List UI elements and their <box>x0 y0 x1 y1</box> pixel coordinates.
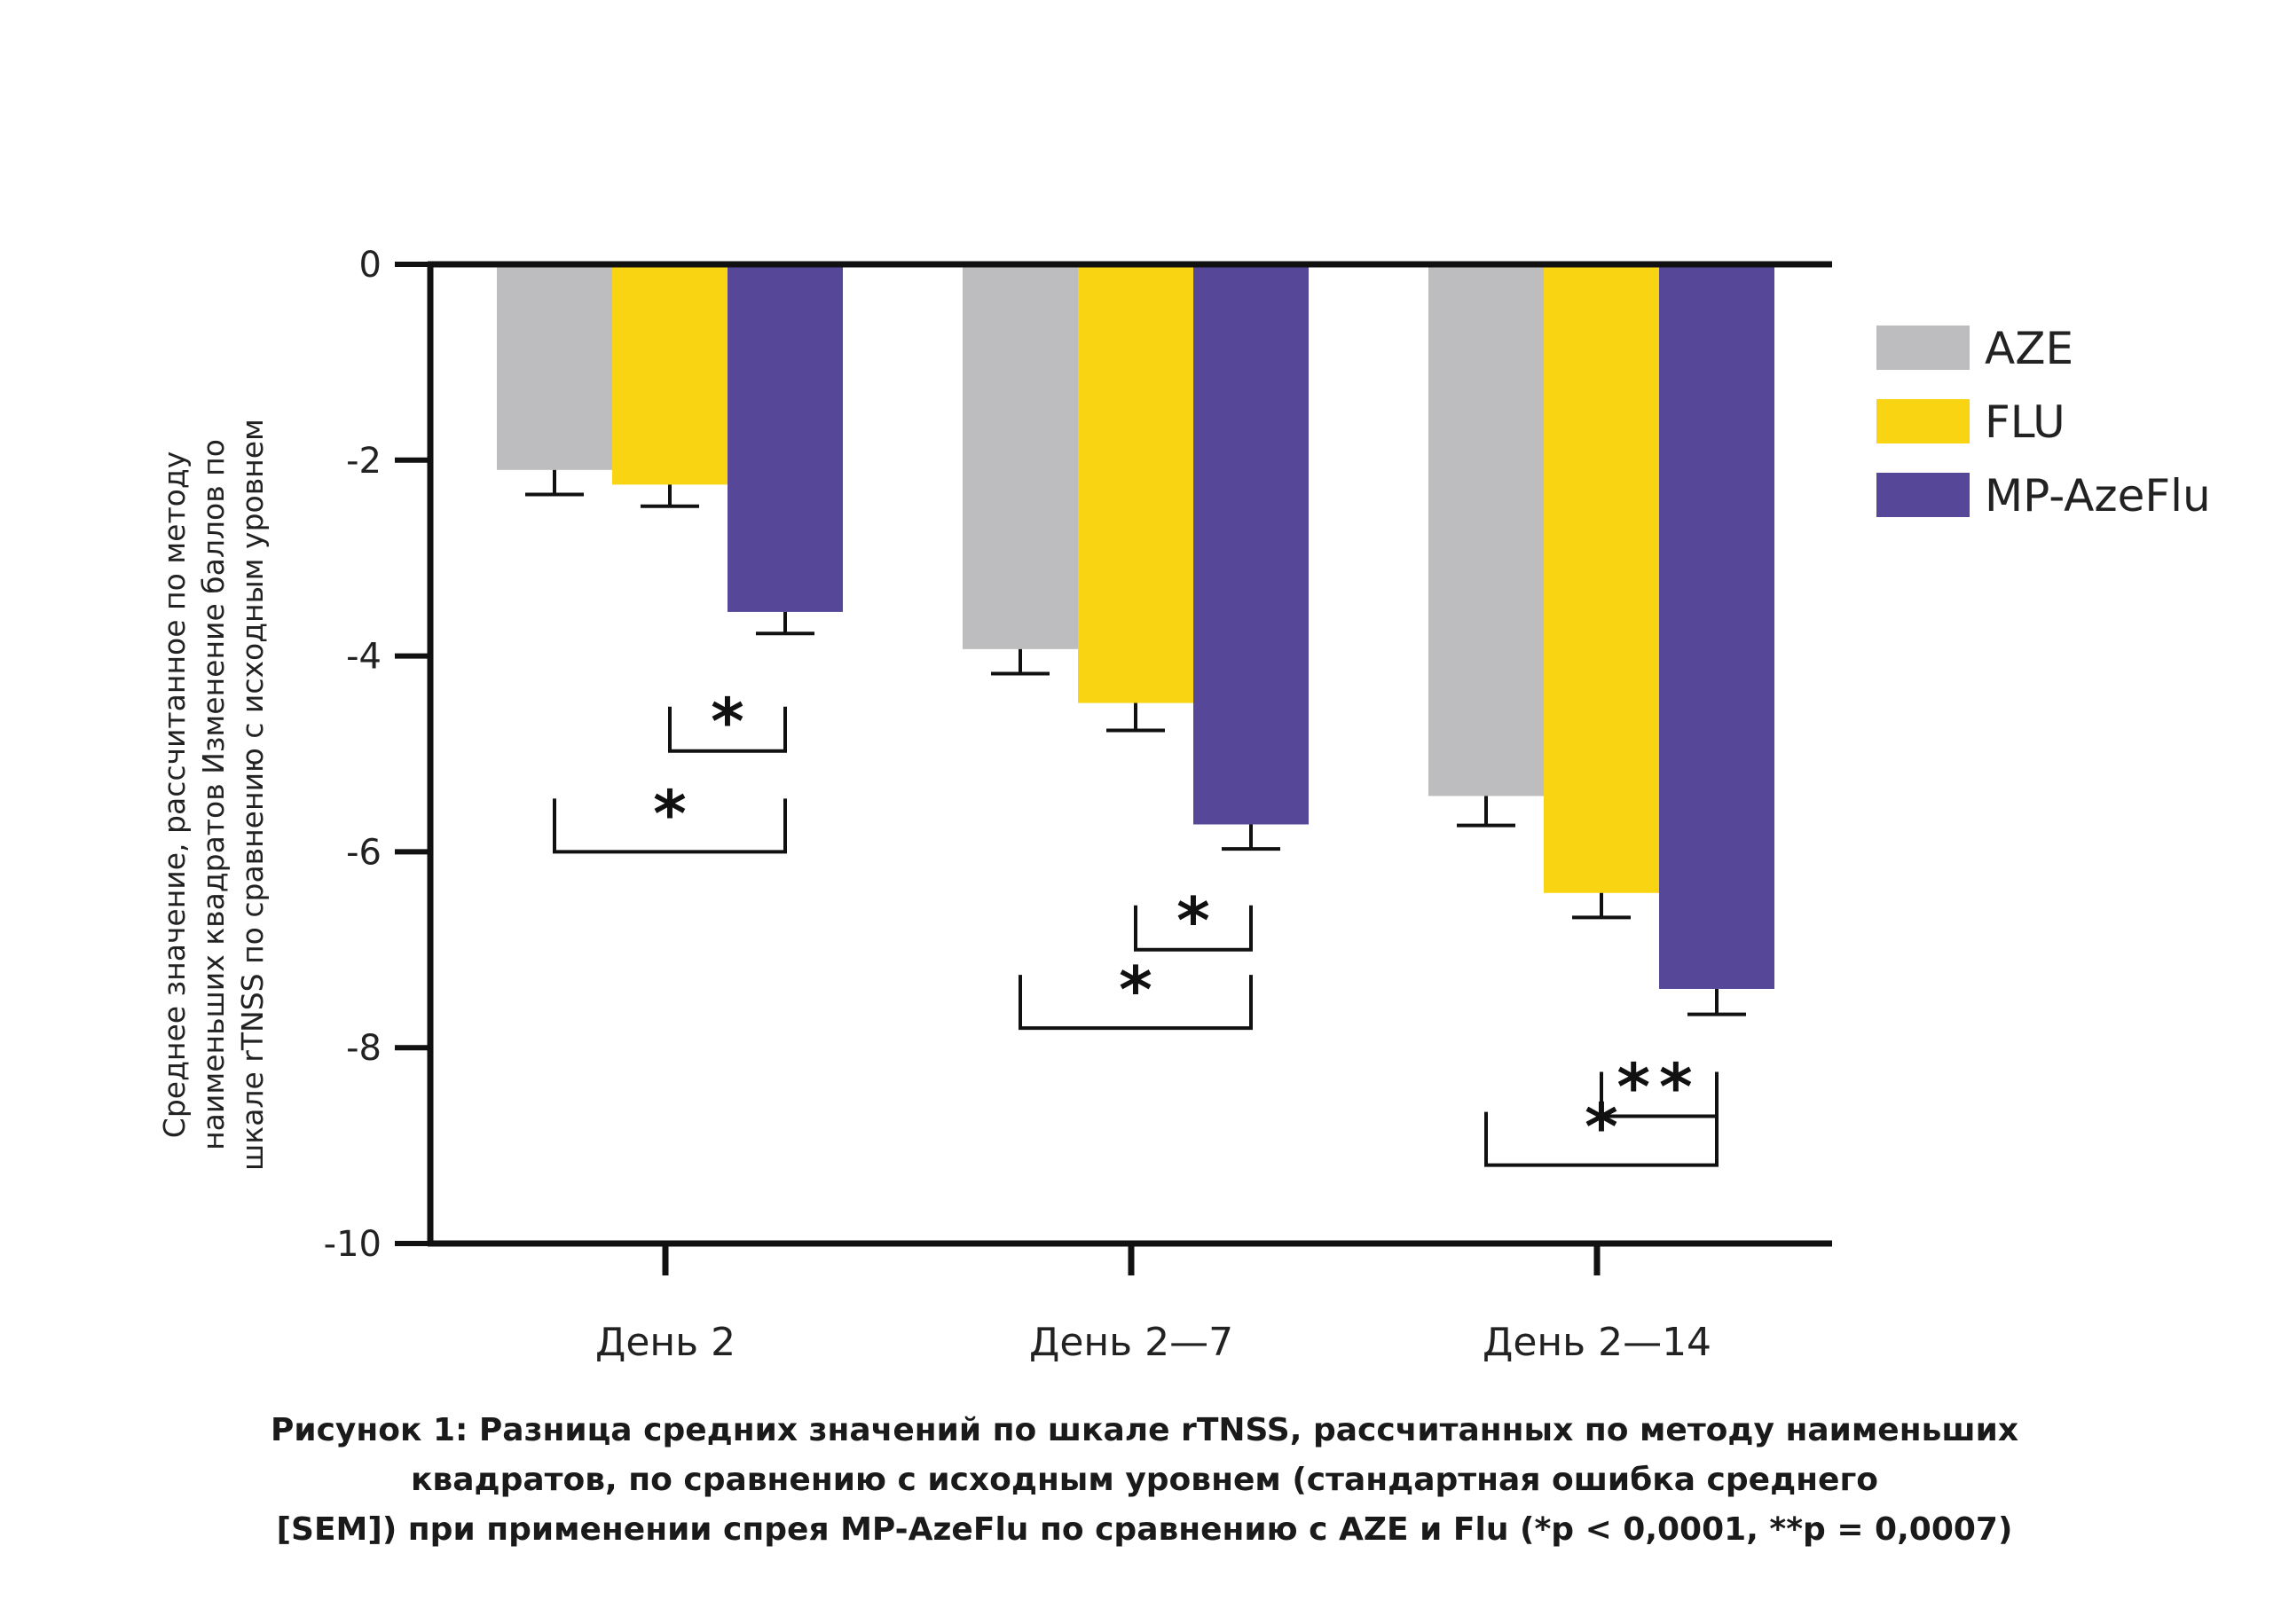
legend-label: AZE <box>1985 323 2073 374</box>
y-tick-label: -4 <box>346 637 382 678</box>
y-tick-label: -2 <box>346 441 382 482</box>
y-axis-label-line: наименьших квадратов Изменение баллов по <box>196 439 231 1150</box>
bar-mp-azeflu-0 <box>728 264 843 612</box>
bar-flu-1 <box>1078 264 1193 703</box>
significance-label: ** <box>1616 1049 1701 1124</box>
y-axis-label-line: Среднее значение, рассчитанное по методу <box>157 451 192 1138</box>
legend: AZE FLU MP-AzeFlu <box>1876 323 2211 522</box>
significance-brackets: ******* <box>553 685 1719 1167</box>
significance-label: * <box>653 776 687 851</box>
bar-flu-2 <box>1544 264 1659 893</box>
x-tick-label: День 2—7 <box>1029 1320 1233 1365</box>
significance-label: * <box>711 685 744 759</box>
legend-swatch-mp-azeflu <box>1876 473 1970 517</box>
caption-line: Рисунок 1: Разница средних значений по ш… <box>270 1412 2019 1448</box>
significance-label: * <box>1585 1090 1618 1165</box>
y-tick-label: 0 <box>359 245 382 286</box>
significance-label: * <box>1176 883 1210 958</box>
significance-label: * <box>1119 953 1152 1027</box>
x-tick-label: День 2 <box>595 1320 735 1365</box>
y-axis-label: Среднее значение, рассчитанное по методу… <box>157 419 270 1171</box>
x-tick-label: День 2—14 <box>1483 1320 1711 1365</box>
legend-swatch-flu <box>1876 399 1970 443</box>
error-bars <box>525 469 1746 1016</box>
significance-bracket <box>553 798 787 854</box>
legend-swatch-aze <box>1876 326 1970 370</box>
bar-aze-2 <box>1428 264 1544 796</box>
bars <box>497 264 1774 989</box>
axes: 0 -2 -4 -6 -8 -10 День 2 День 2—7 День 2—14 <box>324 245 1832 1365</box>
legend-label: FLU <box>1985 396 2065 448</box>
bar-aze-1 <box>963 264 1078 649</box>
significance-bracket <box>1484 1111 1719 1167</box>
bar-mp-azeflu-2 <box>1659 264 1774 989</box>
y-tick-label: -8 <box>346 1028 382 1069</box>
y-axis-label-line: шкале rTNSS по сравнению с исходным уров… <box>235 419 270 1171</box>
y-tick-label: -6 <box>346 832 382 873</box>
bar-mp-azeflu-1 <box>1193 264 1309 825</box>
figure-caption: Рисунок 1: Разница средних значений по ш… <box>177 1406 2112 1555</box>
significance-bracket <box>1134 905 1253 952</box>
y-tick-label: -10 <box>324 1224 382 1265</box>
significance-bracket <box>1019 975 1253 1031</box>
significance-bracket <box>1600 1071 1719 1118</box>
legend-label: MP-AzeFlu <box>1985 470 2211 522</box>
caption-line: [SEM]) при применении спрея MP-AzeFlu по… <box>276 1511 2013 1548</box>
caption-line: квадратов, по сравнению с исходным уровн… <box>411 1462 1878 1498</box>
bar-aze-0 <box>497 264 612 470</box>
significance-bracket <box>668 706 787 753</box>
bar-flu-0 <box>612 264 728 485</box>
